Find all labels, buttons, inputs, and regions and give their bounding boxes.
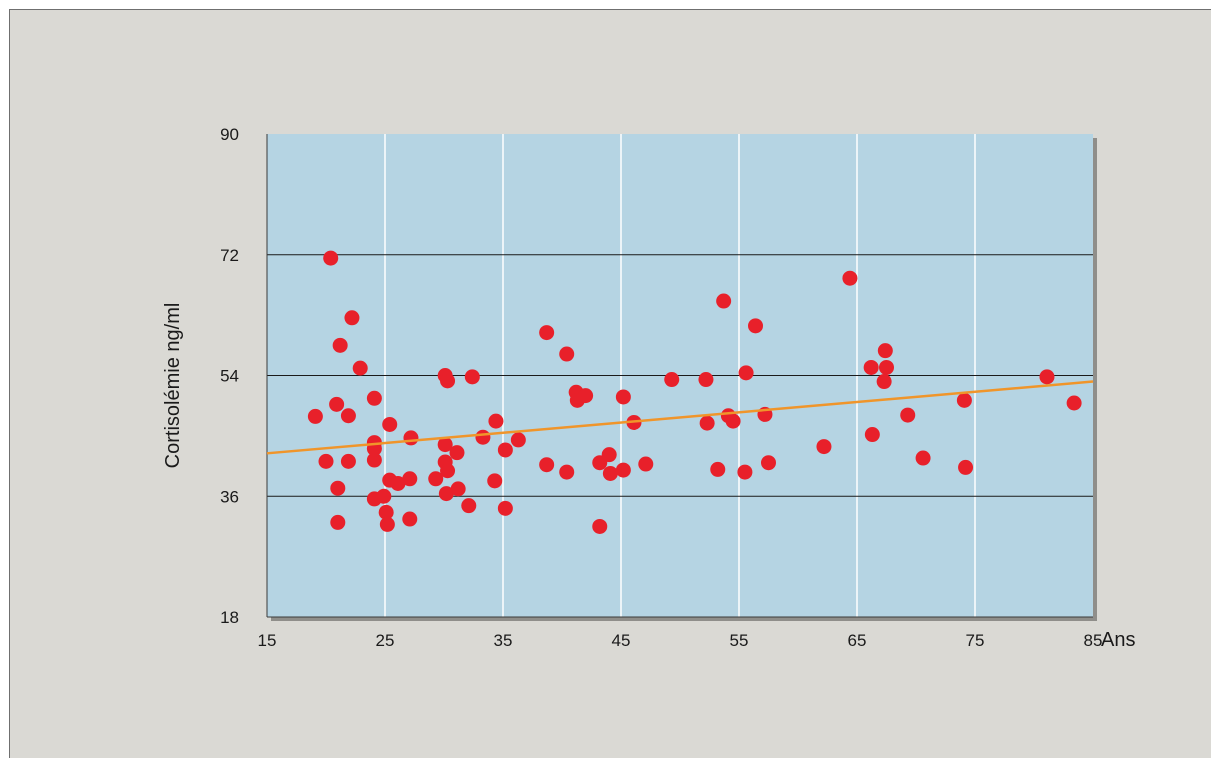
- data-point: [725, 413, 741, 429]
- data-point: [440, 463, 456, 479]
- x-tick-label: 65: [848, 631, 867, 650]
- data-point: [340, 453, 356, 469]
- data-point: [440, 373, 456, 389]
- data-point: [699, 415, 715, 431]
- data-point: [376, 488, 392, 504]
- data-point: [330, 514, 346, 530]
- data-point: [602, 465, 618, 481]
- data-point: [438, 486, 454, 502]
- y-tick-label: 36: [220, 487, 239, 506]
- scatter-chart: 15 25 35 45 55 65 75 85 18 36 54 72 90 Ans Cortisol…: [162, 125, 1135, 651]
- data-point: [559, 464, 575, 480]
- data-point: [1066, 395, 1082, 411]
- chart-frame: 15 25 35 45 55 65 75 85 18 36 54 72 90 Ans Cortisol…: [9, 9, 1211, 758]
- data-point: [403, 430, 419, 446]
- y-tick-label: 90: [220, 125, 239, 144]
- data-point: [698, 372, 714, 388]
- data-point: [461, 498, 477, 514]
- data-point: [737, 464, 753, 480]
- data-point: [539, 325, 555, 341]
- data-point: [332, 337, 348, 353]
- data-point: [323, 250, 339, 266]
- x-tick-labels: 15 25 35 45 55 65 75 85: [258, 631, 1103, 650]
- y-tick-label: 54: [220, 367, 239, 386]
- data-point: [379, 516, 395, 532]
- data-point: [816, 439, 832, 455]
- data-point: [864, 427, 880, 443]
- data-point: [510, 432, 526, 448]
- x-tick-label: 35: [494, 631, 513, 650]
- data-point: [366, 452, 382, 468]
- x-tick-label: 55: [730, 631, 749, 650]
- data-point: [664, 372, 680, 388]
- data-point: [366, 390, 382, 406]
- data-point: [601, 447, 617, 463]
- data-point: [475, 429, 491, 445]
- data-point: [437, 437, 453, 453]
- data-point: [761, 455, 776, 471]
- y-tick-label: 18: [220, 608, 239, 627]
- x-tick-label: 25: [376, 631, 395, 650]
- x-tick-label: 15: [258, 631, 277, 650]
- data-point: [352, 360, 368, 376]
- trend-line: [266, 380, 1094, 455]
- data-point: [307, 408, 323, 424]
- x-tick-label: 45: [612, 631, 631, 650]
- data-point: [340, 408, 356, 424]
- data-point: [842, 270, 858, 286]
- data-point: [390, 476, 406, 492]
- data-point: [748, 318, 764, 334]
- data-point: [402, 471, 418, 487]
- data-point: [378, 504, 394, 520]
- y-tick-labels: 18 36 54 72 90: [220, 125, 239, 627]
- x-axis-title: Ans: [1101, 629, 1135, 651]
- data-point: [879, 359, 894, 375]
- data-point: [638, 456, 654, 472]
- data-point: [487, 473, 503, 489]
- data-point: [428, 471, 444, 487]
- data-point: [876, 374, 892, 390]
- data-point: [915, 450, 931, 466]
- x-tick-label: 75: [966, 631, 985, 650]
- horizontal-gridlines: [266, 134, 1093, 618]
- data-point: [464, 369, 480, 385]
- data-point: [592, 518, 608, 534]
- y-tick-label: 72: [220, 246, 239, 265]
- data-point: [329, 396, 345, 412]
- data-point: [539, 457, 555, 473]
- data-point: [578, 388, 594, 404]
- x-tick-label: 85: [1084, 631, 1103, 650]
- data-point: [863, 359, 879, 375]
- data-point: [450, 481, 466, 497]
- data-point: [615, 462, 631, 478]
- data-point: [488, 413, 504, 429]
- data-point: [497, 442, 513, 458]
- data-point: [330, 480, 346, 496]
- data-points: [307, 250, 1082, 534]
- data-point: [402, 511, 418, 527]
- data-point: [716, 293, 732, 309]
- data-point: [318, 453, 334, 469]
- data-point: [877, 343, 893, 359]
- data-point: [497, 500, 513, 516]
- data-point: [738, 365, 754, 381]
- data-point: [559, 346, 575, 362]
- data-point: [615, 389, 631, 405]
- trend-line-group: [266, 380, 1094, 455]
- data-point: [900, 407, 916, 423]
- data-point: [956, 392, 972, 408]
- data-point: [344, 310, 360, 326]
- data-point: [449, 445, 465, 461]
- data-point: [382, 416, 398, 432]
- data-point: [958, 459, 974, 475]
- data-point: [710, 461, 726, 477]
- data-point: [1039, 369, 1055, 385]
- y-axis-title: Cortisolémie ng/ml: [162, 303, 184, 469]
